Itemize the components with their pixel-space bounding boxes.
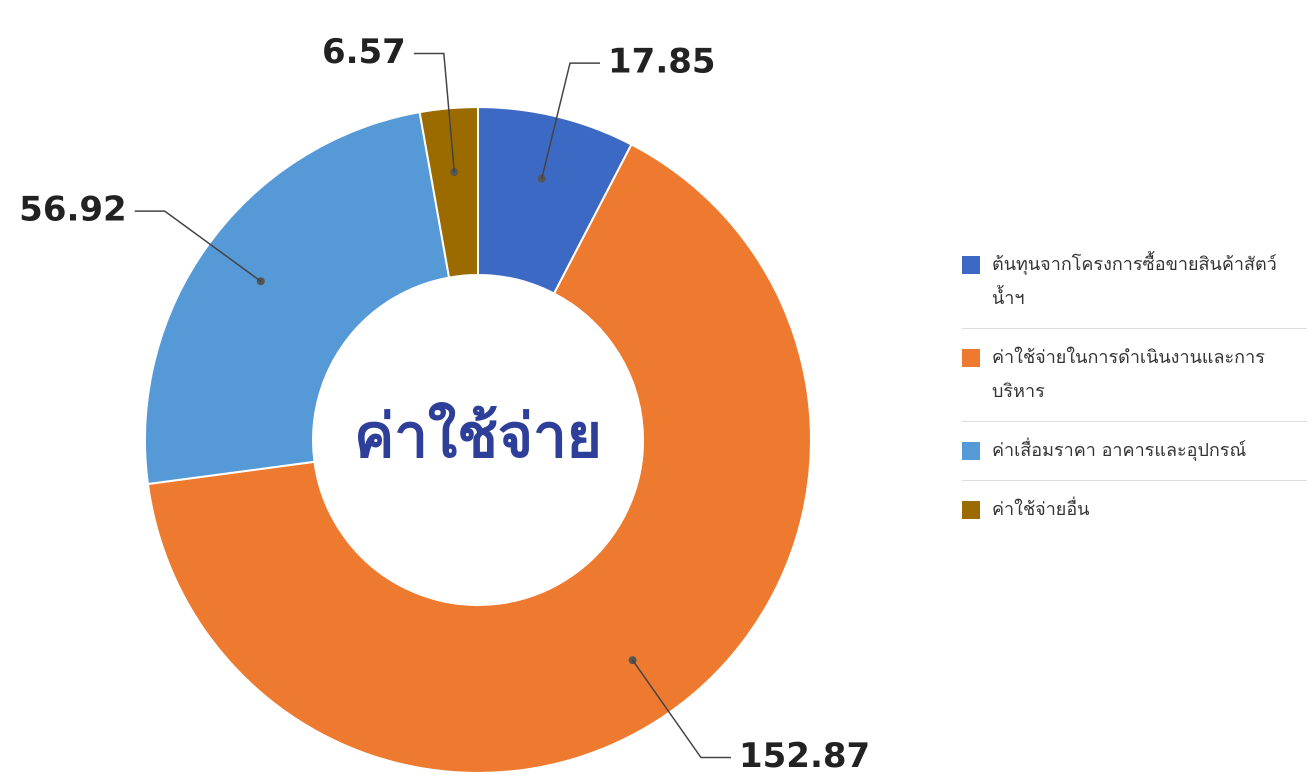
legend-label: ค่าใช้จ่ายในการดำเนินงานและการบริหาร: [992, 347, 1265, 402]
legend-label: ต้นทุนจากโครงการซื้อขายสินค้าสัตว์น้ำฯ: [992, 254, 1277, 309]
data-label: 17.85: [608, 42, 716, 82]
legend-swatch: [962, 442, 980, 460]
leader-line: [541, 62, 601, 179]
data-label: 56.92: [19, 190, 127, 230]
data-label: 152.87: [739, 736, 870, 776]
donut-slice: [418, 105, 479, 279]
legend-swatch: [962, 501, 980, 519]
leader-line: [413, 52, 456, 173]
donut-slice: [146, 143, 812, 774]
legend: ต้นทุนจากโครงการซื้อขายสินค้าสัตว์น้ำฯค่…: [962, 236, 1307, 539]
center-label: ค่าใช้จ่าย: [354, 402, 602, 472]
legend-swatch: [962, 349, 980, 367]
data-label: 6.57: [322, 32, 406, 72]
leader-line: [631, 659, 731, 759]
legend-label: ค่าใช้จ่ายอื่น: [992, 499, 1090, 520]
legend-swatch: [962, 256, 980, 274]
leader-line: [134, 210, 262, 282]
legend-item: ค่าใช้จ่ายในการดำเนินงานและการบริหาร: [962, 329, 1307, 422]
legend-item: ต้นทุนจากโครงการซื้อขายสินค้าสัตว์น้ำฯ: [962, 236, 1307, 329]
donut-slice: [144, 110, 451, 486]
chart: ค่าใช้จ่าย 17.85 152.87 56.92 6.57: [19, 32, 870, 776]
legend-item: ค่าเสื่อมราคา อาคารและอุปกรณ์: [962, 422, 1307, 481]
legend-item: ค่าใช้จ่ายอื่น: [962, 481, 1307, 539]
legend-label: ค่าเสื่อมราคา อาคารและอุปกรณ์: [992, 440, 1247, 461]
